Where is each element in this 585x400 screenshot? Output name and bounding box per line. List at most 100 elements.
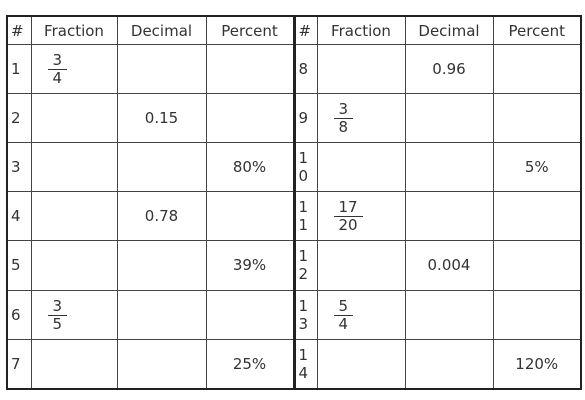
problem-number: 5 xyxy=(11,256,21,275)
table-cell: 0.15 xyxy=(116,93,207,144)
denominator: 4 xyxy=(47,69,68,87)
numerator: 3 xyxy=(52,51,63,70)
problem-number: 8 xyxy=(298,60,309,79)
problem-number: 1 xyxy=(11,60,21,79)
problem-number: 11 xyxy=(298,198,309,235)
table-cell xyxy=(205,43,295,95)
table-row: 4 0.78 11 17 20 xyxy=(6,191,582,242)
table-cell xyxy=(116,142,207,193)
table-cell xyxy=(116,43,207,95)
header-cell: Percent xyxy=(492,15,582,45)
table-cell xyxy=(116,338,207,390)
denominator: 20 xyxy=(333,216,363,234)
table-cell xyxy=(30,240,118,291)
table-cell xyxy=(30,191,118,242)
denominator: 8 xyxy=(333,118,354,136)
table-cell xyxy=(205,191,295,242)
table-cell: 7 xyxy=(6,338,32,390)
table-body: 1 3 4 8 0.96 2 0.15 9 3 8 3 80% 10 5% 4 0.78 11 17 20 5 39% 1… xyxy=(6,43,582,390)
table-cell xyxy=(404,142,494,193)
problem-number: 6 xyxy=(11,305,21,324)
table-cell: 0.96 xyxy=(404,43,494,95)
problem-number: 3 xyxy=(11,158,21,177)
header-cell: Decimal xyxy=(116,15,207,45)
header-cell: Percent xyxy=(205,15,295,45)
table-cell: 25% xyxy=(205,338,295,390)
cell-value: 120% xyxy=(515,354,559,373)
table-cell: 80% xyxy=(205,142,295,193)
fraction: 17 20 xyxy=(333,198,363,234)
numerator: 17 xyxy=(338,198,358,217)
problem-number: 12 xyxy=(298,247,309,284)
table-cell xyxy=(492,191,582,242)
problem-number: 14 xyxy=(298,345,309,382)
denominator: 5 xyxy=(47,314,68,333)
table-cell: 12 xyxy=(292,240,318,291)
table-cell xyxy=(205,289,295,340)
table-cell xyxy=(30,142,118,193)
table-row: 6 3 5 13 5 4 xyxy=(6,289,582,340)
table-cell: 1 xyxy=(6,43,32,95)
table-cell xyxy=(404,289,494,340)
problem-number: 2 xyxy=(11,109,21,128)
table-cell: 3 xyxy=(6,142,32,193)
cell-value: 5% xyxy=(524,158,549,177)
table-cell xyxy=(316,338,406,390)
problem-number: 4 xyxy=(11,207,21,226)
table-cell xyxy=(30,338,118,390)
problem-number: 7 xyxy=(11,354,21,373)
table-row: 1 3 4 8 0.96 xyxy=(6,43,582,95)
header-cell: Fraction xyxy=(30,15,118,45)
table-cell xyxy=(404,191,494,242)
cell-value: 80% xyxy=(232,158,267,177)
cell-value: 39% xyxy=(232,256,267,275)
header-cell: Fraction xyxy=(316,15,406,45)
table-cell: 0.78 xyxy=(116,191,207,242)
cell-value: 0.96 xyxy=(432,60,466,79)
table-cell: 2 xyxy=(6,93,32,144)
table-cell xyxy=(404,338,494,390)
table-cell: 10 xyxy=(292,142,318,193)
table-cell: 4 xyxy=(6,191,32,242)
header-cell: Decimal xyxy=(404,15,494,45)
worksheet-table: # Fraction Decimal Percent # Fraction Decimal P… xyxy=(6,15,582,390)
header-row: # Fraction Decimal Percent # Fraction Decimal P… xyxy=(6,15,582,45)
cell-value: 0.004 xyxy=(427,256,471,275)
numerator: 3 xyxy=(52,296,63,315)
table-cell: 5% xyxy=(492,142,582,193)
denominator: 4 xyxy=(333,314,354,333)
problem-number: 10 xyxy=(298,149,309,186)
numerator: 5 xyxy=(338,296,349,315)
table-row: 5 39% 12 0.004 xyxy=(6,240,582,291)
table-row: 3 80% 10 5% xyxy=(6,142,582,193)
table-row: 7 25% 14 120% xyxy=(6,338,582,390)
cell-value: 0.15 xyxy=(144,109,179,128)
table-cell: 5 xyxy=(6,240,32,291)
table-cell xyxy=(316,142,406,193)
table-cell: 0.004 xyxy=(404,240,494,291)
cell-value: 25% xyxy=(232,354,267,373)
table-cell xyxy=(316,240,406,291)
table-row: 2 0.15 9 3 8 xyxy=(6,93,582,144)
table-cell xyxy=(316,43,406,95)
table-cell xyxy=(492,289,582,340)
table-cell xyxy=(116,289,207,340)
numerator: 3 xyxy=(338,100,349,119)
table-cell xyxy=(404,93,494,144)
cell-value: 0.78 xyxy=(144,207,179,226)
header-cell: # xyxy=(292,15,318,45)
table-cell xyxy=(205,93,295,144)
table-cell: 8 xyxy=(292,43,318,95)
table-cell: 6 xyxy=(6,289,32,340)
problem-number: 9 xyxy=(298,109,309,128)
table-cell: 13 xyxy=(292,289,318,340)
table-cell xyxy=(30,93,118,144)
problem-number: 13 xyxy=(298,296,309,333)
table-cell: 17 20 xyxy=(316,191,406,242)
